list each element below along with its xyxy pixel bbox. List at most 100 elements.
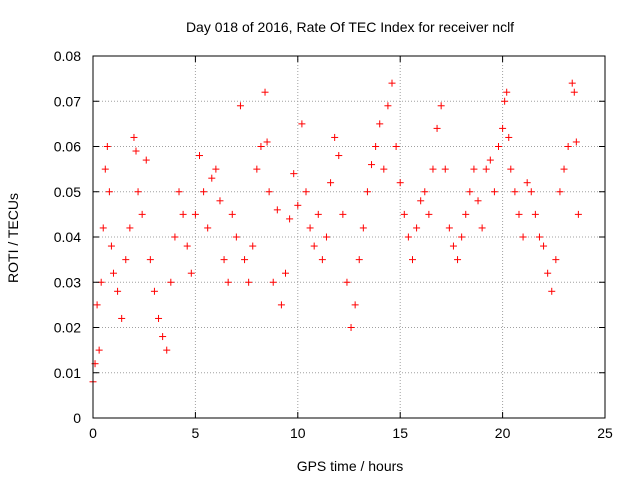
data-point: [322, 233, 330, 241]
x-tick-label: 0: [89, 425, 97, 441]
data-point: [501, 97, 509, 105]
x-tick-label: 15: [392, 425, 408, 441]
y-tick-label: 0.05: [54, 184, 81, 200]
data-point: [314, 210, 322, 218]
data-point: [130, 133, 138, 141]
data-point: [195, 152, 203, 160]
data-point: [282, 269, 290, 277]
data-point: [376, 120, 384, 128]
data-point: [478, 224, 486, 232]
y-tick-label: 0.03: [54, 274, 81, 290]
y-tick-label: 0.02: [54, 320, 81, 336]
data-point: [527, 188, 535, 196]
data-point: [503, 88, 511, 96]
data-point: [93, 301, 101, 309]
gridlines: [93, 56, 605, 418]
data-point: [159, 333, 167, 341]
data-point: [101, 165, 109, 173]
data-point: [138, 210, 146, 218]
data-point: [495, 143, 503, 150]
data-point: [212, 165, 220, 173]
data-point: [449, 242, 457, 250]
y-tick-label: 0.04: [54, 229, 81, 245]
data-point: [257, 143, 265, 150]
data-point: [531, 210, 539, 218]
data-point: [396, 179, 404, 187]
data-point: [570, 88, 578, 96]
data-point: [490, 188, 498, 196]
data-point: [273, 206, 281, 214]
y-tick-label: 0.01: [54, 365, 81, 381]
data-point: [204, 224, 212, 232]
data-points: [89, 79, 582, 386]
data-point: [540, 242, 548, 250]
data-point: [245, 278, 253, 286]
x-axis-label: GPS time / hours: [297, 458, 404, 474]
data-point: [310, 242, 318, 250]
data-point: [191, 210, 199, 218]
chart-title: Day 018 of 2016, Rate Of TEC Index for r…: [186, 19, 514, 35]
data-point: [445, 224, 453, 232]
data-point: [132, 147, 140, 155]
data-point: [474, 197, 482, 205]
data-point: [107, 242, 115, 250]
data-point: [355, 256, 363, 264]
data-point: [380, 165, 388, 173]
data-point: [466, 188, 474, 196]
data-point: [294, 201, 302, 209]
data-point: [167, 278, 175, 286]
data-point: [408, 256, 416, 264]
data-point: [277, 301, 285, 309]
data-point: [302, 188, 310, 196]
x-tick-label: 25: [597, 425, 613, 441]
data-point: [171, 233, 179, 241]
y-tick-label: 0.08: [54, 48, 81, 64]
data-point: [208, 174, 216, 182]
data-point: [505, 133, 513, 141]
data-point: [544, 269, 552, 277]
data-point: [216, 197, 224, 205]
data-point: [187, 269, 195, 277]
data-point: [99, 224, 107, 232]
axis-ticks: [92, 55, 606, 419]
data-point: [95, 346, 103, 354]
data-point: [232, 233, 240, 241]
data-point: [335, 152, 343, 160]
x-tick-label: 10: [290, 425, 306, 441]
data-point: [343, 278, 351, 286]
data-point: [482, 165, 490, 173]
data-point: [269, 278, 277, 286]
data-point: [372, 143, 380, 150]
data-point: [155, 314, 163, 322]
data-point: [523, 179, 531, 187]
data-point: [228, 210, 236, 218]
y-axis-label: ROTI / TECUs: [5, 193, 21, 283]
data-point: [404, 233, 412, 241]
data-point: [425, 210, 433, 218]
data-point: [220, 256, 228, 264]
data-point: [351, 301, 359, 309]
data-point: [253, 165, 261, 173]
data-point: [306, 224, 314, 232]
data-point: [339, 210, 347, 218]
data-point: [118, 314, 126, 322]
data-point: [574, 210, 582, 218]
data-point: [433, 124, 441, 132]
data-point: [359, 224, 367, 232]
data-point: [298, 120, 306, 128]
data-point: [236, 102, 244, 110]
data-point: [105, 188, 113, 196]
data-point: [548, 287, 556, 295]
data-point: [179, 210, 187, 218]
data-point: [347, 324, 355, 331]
data-point: [417, 197, 425, 205]
data-point: [392, 143, 400, 150]
data-point: [437, 102, 445, 110]
data-point: [263, 138, 271, 146]
data-point: [368, 161, 376, 169]
data-point: [507, 165, 515, 173]
data-point: [363, 188, 371, 196]
data-point: [388, 79, 396, 87]
data-point: [535, 233, 543, 241]
